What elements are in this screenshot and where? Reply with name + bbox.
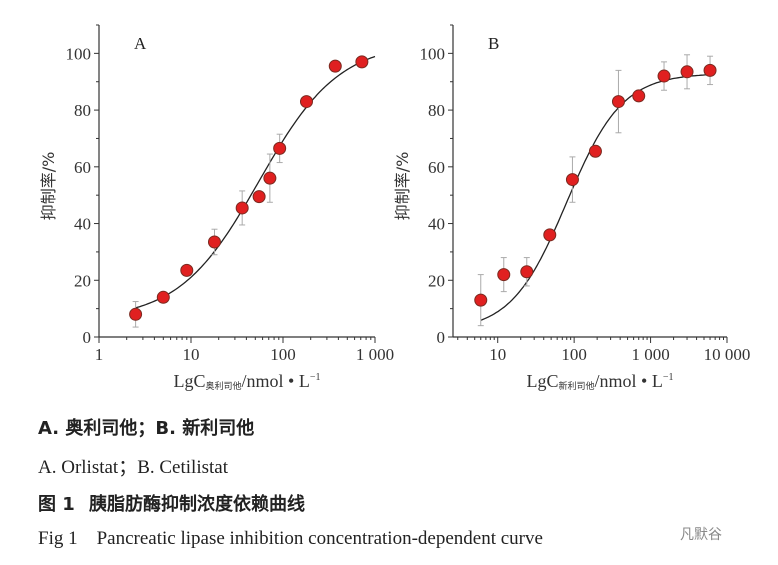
y-tick-label: 60 xyxy=(428,158,445,177)
y-axis-label: 抑制率/% xyxy=(39,152,58,221)
data-point xyxy=(611,95,625,109)
data-point xyxy=(263,171,277,185)
figure-title-cn: 胰脂肪酶抑制浓度依赖曲线 xyxy=(89,494,306,515)
caption-a-cn: A. 奥利司他； xyxy=(38,418,156,439)
x-axis-label-subscript: 奥利司他 xyxy=(206,380,242,391)
figure-number-cn: 图 1 xyxy=(38,494,75,515)
chart-panel-A: 0 20 40 60 80 100 1 10 100 1 000 LgC奥利司他/nmol • L−… xyxy=(39,24,394,391)
data-point xyxy=(207,235,221,249)
data-point xyxy=(497,268,511,282)
data-point xyxy=(632,89,646,103)
x-tick-label: 1 xyxy=(95,345,104,364)
x-tick-label: 100 xyxy=(270,345,296,364)
y-tick-label: 80 xyxy=(74,101,91,120)
y-tick-label: 20 xyxy=(74,271,91,290)
caption-en-legend: A. Orlistat；B. Cetilistat xyxy=(38,457,228,478)
data-point xyxy=(657,69,671,83)
x-axis-label-main: LgC xyxy=(527,371,559,391)
data-point xyxy=(565,173,579,187)
y-tick-label: 40 xyxy=(428,215,445,234)
data-point xyxy=(273,141,287,155)
x-axis-label-exponent: −1 xyxy=(310,372,321,383)
caption-en-title: Fig 1 Pancreatic lipase inhibition conce… xyxy=(38,528,543,549)
x-tick-label: 10 xyxy=(183,345,200,364)
y-axis-label: 抑制率/% xyxy=(393,152,412,221)
caption-cn-title: 图 1 胰脂肪酶抑制浓度依赖曲线 xyxy=(38,490,305,516)
x-tick-label: 10 xyxy=(489,345,506,364)
caption-cn-legend: A. 奥利司他；B. 新利司他 xyxy=(38,414,254,440)
data-point xyxy=(156,290,170,304)
x-axis-label: LgC新利司他/nmol • L−1 xyxy=(527,371,674,391)
y-tick-label: 20 xyxy=(428,271,445,290)
caption-b-cn: B. 新利司他 xyxy=(155,418,255,439)
data-point xyxy=(520,265,534,279)
y-tick-label: 100 xyxy=(420,44,446,63)
y-tick-label: 0 xyxy=(437,328,446,347)
chart-panel-B: 0 20 40 60 80 100 10 100 1 000 10 000 LgC新利司他/nmol… xyxy=(393,24,751,391)
data-point xyxy=(328,59,342,73)
data-point xyxy=(235,201,249,215)
x-tick-label: 100 xyxy=(561,345,587,364)
panel-label: A xyxy=(134,34,147,53)
x-axis-label-unit: /nmol • L xyxy=(595,371,663,391)
data-point xyxy=(588,144,602,158)
x-tick-label: 1 000 xyxy=(631,345,669,364)
data-point xyxy=(703,63,717,77)
x-axis-label-exponent: −1 xyxy=(663,372,674,383)
x-axis-label-main: LgC xyxy=(174,371,206,391)
y-tick-label: 0 xyxy=(83,328,92,347)
x-tick-label: 1 000 xyxy=(356,345,394,364)
x-axis-label-subscript: 新利司他 xyxy=(559,380,595,391)
data-point xyxy=(180,263,194,277)
watermark: 凡默谷 xyxy=(680,527,722,543)
y-tick-label: 80 xyxy=(428,101,445,120)
fit-curve xyxy=(135,55,376,309)
data-point xyxy=(129,307,143,321)
y-tick-label: 60 xyxy=(74,158,91,177)
y-tick-label: 40 xyxy=(74,215,91,234)
data-point xyxy=(474,293,488,307)
data-point xyxy=(543,228,557,242)
data-point xyxy=(355,55,369,69)
panel-label: B xyxy=(488,34,499,53)
x-tick-label: 10 000 xyxy=(704,345,751,364)
data-point xyxy=(299,95,313,109)
x-axis-label: LgC奥利司他/nmol • L−1 xyxy=(174,371,321,391)
fit-curve xyxy=(480,73,713,321)
y-tick-label: 100 xyxy=(66,44,92,63)
x-axis-label-unit: /nmol • L xyxy=(242,371,310,391)
data-point xyxy=(680,65,694,79)
data-point xyxy=(252,190,266,204)
